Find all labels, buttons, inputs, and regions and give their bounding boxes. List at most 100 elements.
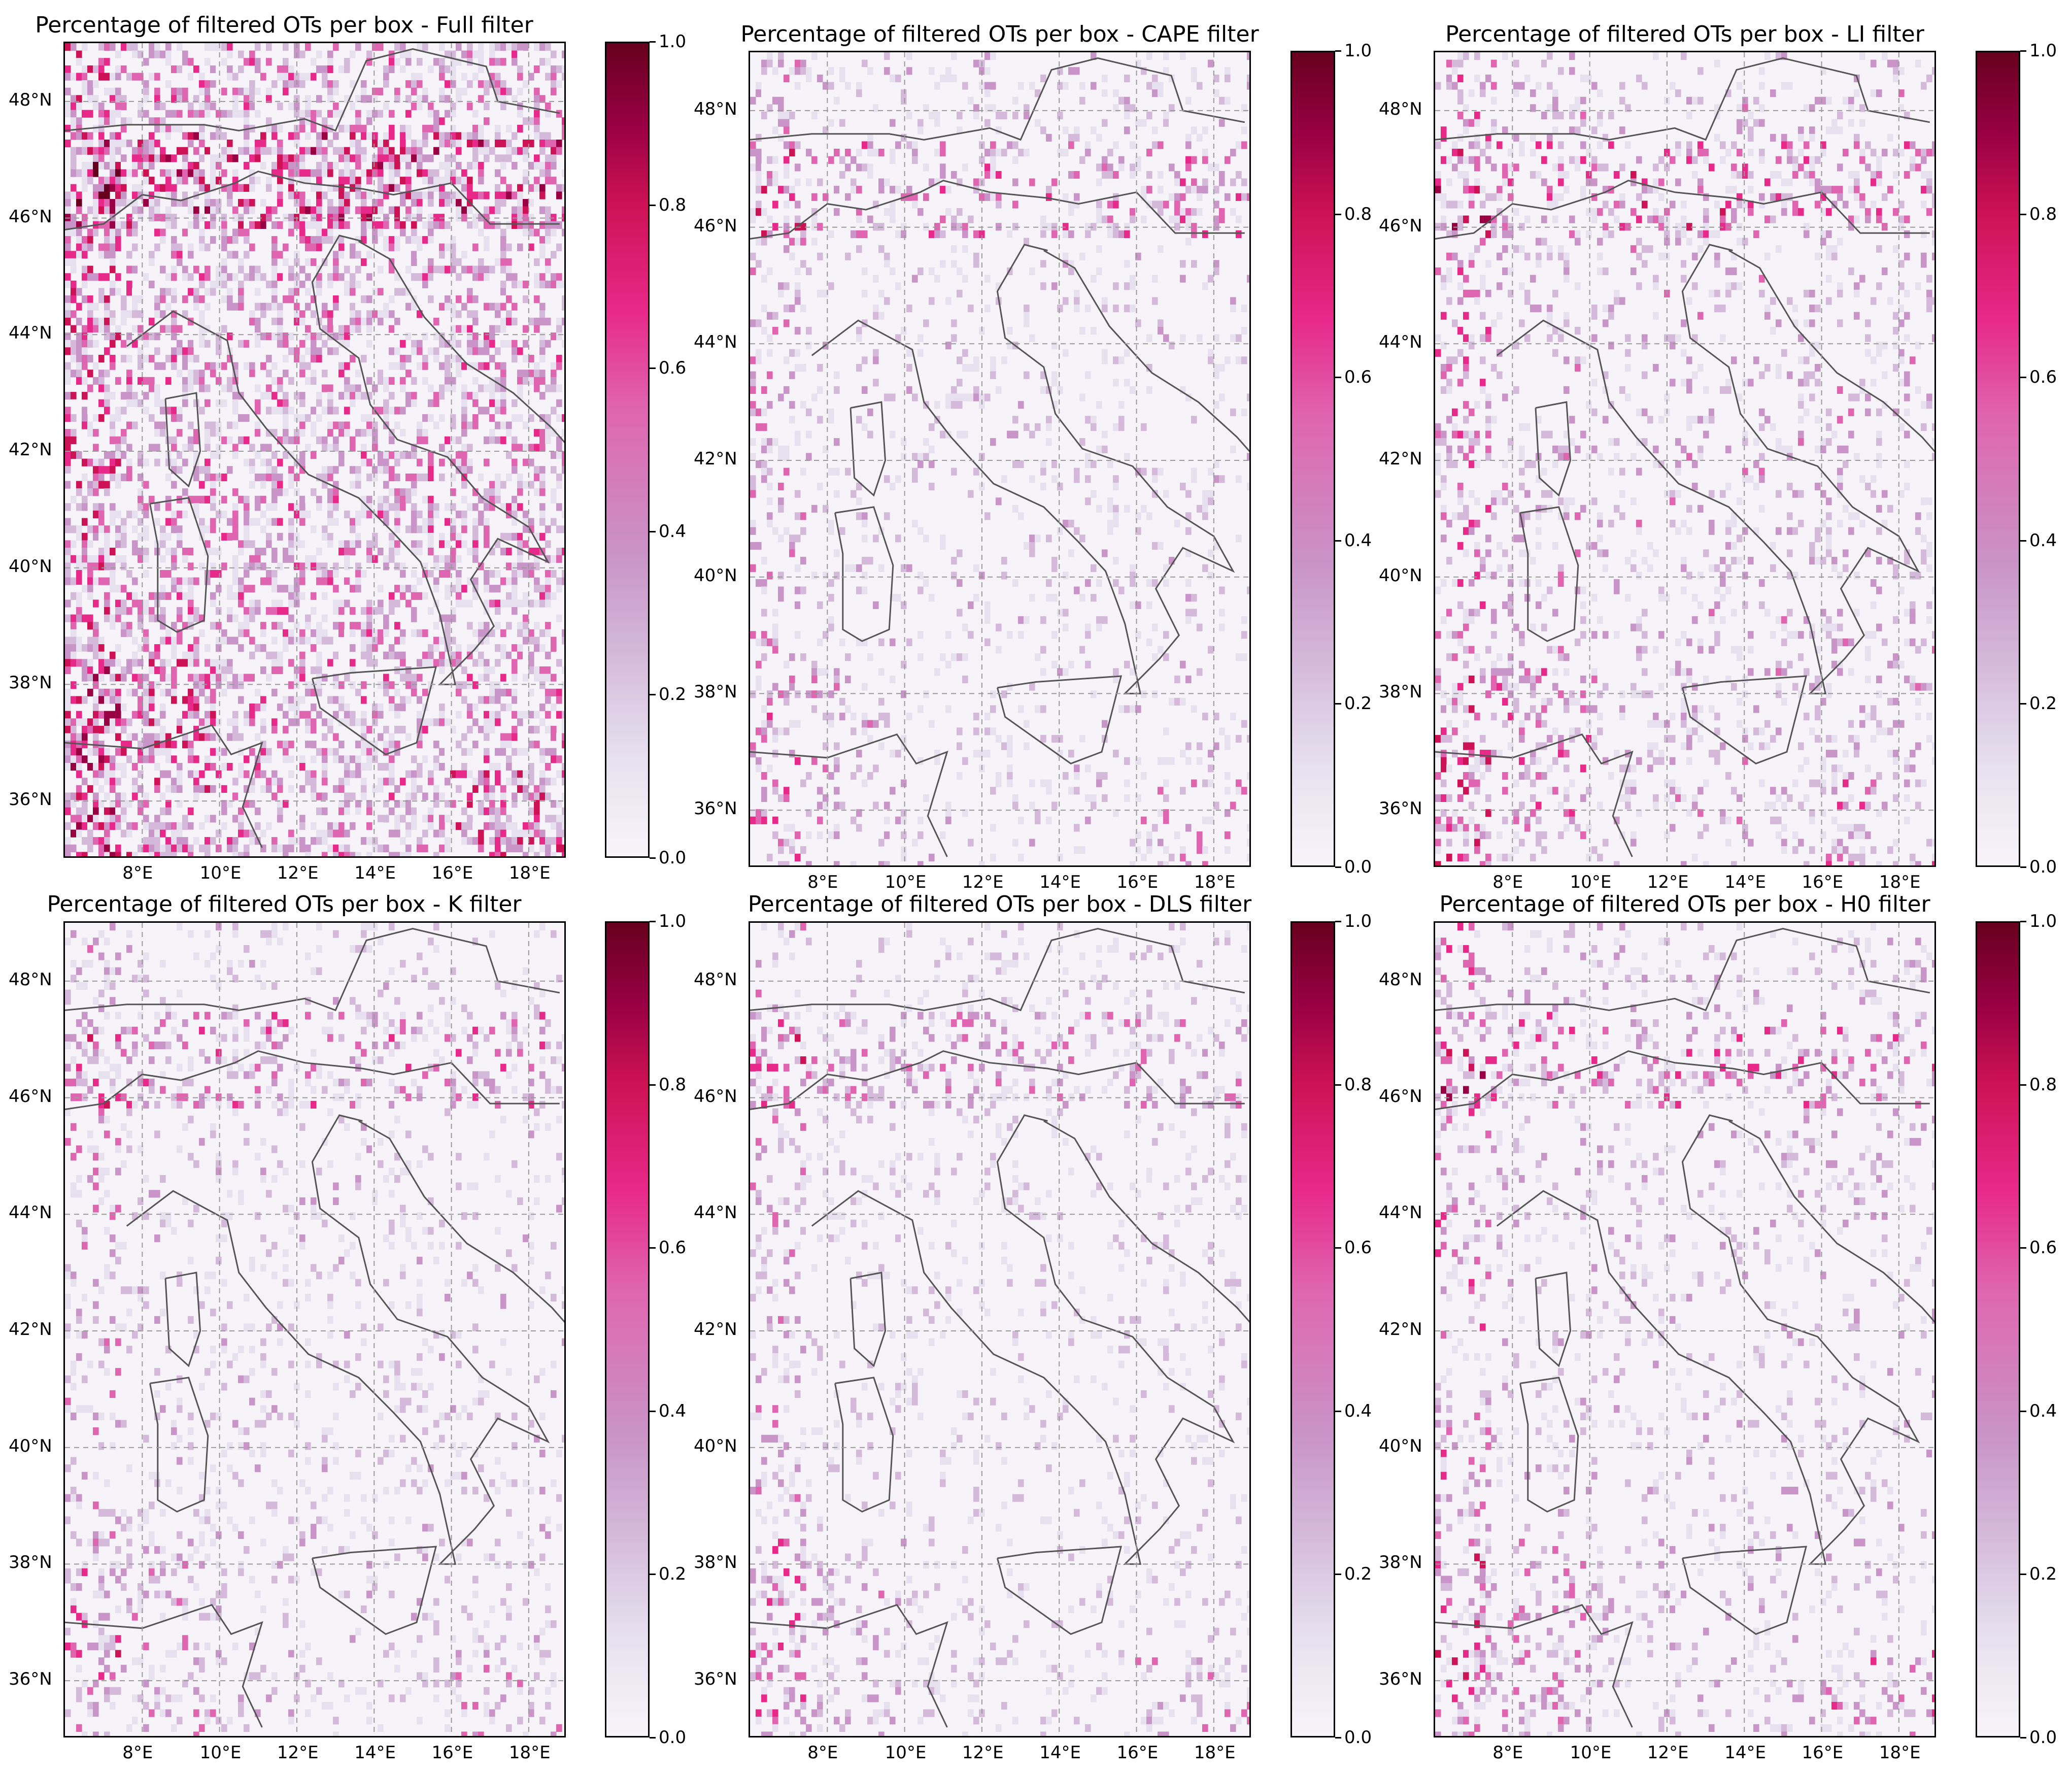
heat-cell bbox=[539, 718, 546, 726]
heat-cell bbox=[210, 696, 216, 704]
heat-cell bbox=[316, 147, 322, 155]
heat-cell bbox=[338, 785, 345, 793]
heat-cell bbox=[65, 451, 71, 459]
heat-cell bbox=[450, 191, 456, 199]
heat-cell bbox=[249, 377, 255, 385]
heat-cell bbox=[433, 392, 439, 400]
heat-cell bbox=[160, 741, 166, 749]
heat-cell bbox=[512, 43, 518, 51]
heat-cell bbox=[132, 295, 138, 304]
heat-cell bbox=[545, 177, 551, 185]
heat-cell bbox=[344, 800, 350, 808]
heat-cell bbox=[238, 65, 244, 74]
heat-cell bbox=[478, 407, 484, 415]
heat-cell bbox=[506, 822, 512, 830]
heat-cell bbox=[311, 221, 317, 229]
heat-cell bbox=[76, 273, 82, 281]
heat-cell bbox=[484, 599, 490, 608]
heat-cell bbox=[199, 340, 205, 348]
heat-cell bbox=[87, 458, 93, 466]
heat-cell bbox=[221, 473, 227, 482]
heat-cell bbox=[193, 704, 199, 712]
heat-cell bbox=[115, 184, 121, 192]
heat-cell bbox=[862, 67, 868, 75]
heat-cell bbox=[277, 488, 283, 496]
heat-cell bbox=[422, 844, 428, 852]
heat-cell bbox=[244, 562, 250, 571]
heat-cell bbox=[795, 59, 801, 68]
heat-cell bbox=[244, 228, 250, 237]
heat-cell bbox=[338, 807, 345, 815]
heat-cell bbox=[182, 310, 188, 318]
heat-cell bbox=[305, 73, 311, 81]
heat-cell bbox=[177, 540, 183, 548]
heat-cell bbox=[534, 102, 540, 111]
heat-cell bbox=[856, 82, 862, 90]
heat-cell bbox=[210, 599, 216, 608]
heat-cell bbox=[76, 221, 82, 229]
heat-cell bbox=[355, 392, 361, 400]
heat-cell bbox=[500, 592, 506, 600]
heat-cell bbox=[115, 221, 121, 229]
heat-cell bbox=[450, 251, 456, 259]
heat-cell bbox=[104, 228, 110, 237]
heat-cell bbox=[104, 140, 110, 148]
heat-cell bbox=[1102, 96, 1108, 105]
heat-cell bbox=[110, 622, 116, 630]
heat-cell bbox=[110, 228, 116, 237]
heat-cell bbox=[171, 191, 177, 199]
heat-cell bbox=[143, 87, 149, 95]
heat-cell bbox=[260, 696, 266, 704]
heat-cell bbox=[98, 837, 105, 845]
heat-cell bbox=[221, 280, 227, 288]
heat-cell bbox=[98, 199, 105, 207]
heat-cell bbox=[400, 562, 406, 571]
heat-cell bbox=[93, 577, 99, 585]
heat-cell bbox=[556, 733, 562, 741]
heat-cell bbox=[255, 644, 261, 652]
heat-cell bbox=[93, 377, 99, 385]
heat-cell bbox=[188, 444, 194, 452]
heat-cell bbox=[472, 221, 479, 229]
heat-cell bbox=[1225, 74, 1231, 83]
heat-cell bbox=[305, 844, 311, 852]
heat-cell bbox=[76, 362, 82, 370]
heat-cell bbox=[93, 414, 99, 422]
heat-cell bbox=[338, 548, 345, 556]
heat-cell bbox=[394, 637, 400, 645]
heat-cell bbox=[143, 674, 149, 682]
heat-cell bbox=[65, 243, 71, 251]
heat-cell bbox=[355, 585, 361, 593]
heat-cell bbox=[539, 280, 546, 288]
heat-cell bbox=[350, 540, 356, 548]
heat-cell bbox=[1091, 52, 1097, 60]
heat-cell bbox=[149, 822, 155, 830]
heat-cell bbox=[350, 755, 356, 763]
heat-cell bbox=[1135, 59, 1141, 68]
heat-cell bbox=[255, 177, 261, 185]
heat-cell bbox=[350, 577, 356, 585]
heat-cell bbox=[417, 733, 423, 741]
heat-cell bbox=[450, 243, 456, 251]
heat-cell bbox=[528, 837, 534, 845]
heat-cell bbox=[316, 659, 322, 667]
heat-cell bbox=[405, 303, 412, 311]
heat-cell bbox=[221, 273, 227, 281]
heat-cell bbox=[171, 562, 177, 571]
heat-cell bbox=[512, 577, 518, 585]
heat-cell bbox=[182, 50, 188, 58]
heat-cell bbox=[422, 629, 428, 637]
heat-cell bbox=[255, 317, 261, 326]
heat-cell bbox=[283, 555, 289, 563]
heat-cell bbox=[87, 110, 93, 118]
heat-cell bbox=[422, 585, 428, 593]
heat-cell bbox=[188, 644, 194, 652]
heat-cell bbox=[93, 837, 99, 845]
heat-cell bbox=[456, 132, 462, 140]
heat-cell bbox=[361, 718, 367, 726]
heat-cell bbox=[478, 495, 484, 504]
heat-cell bbox=[456, 58, 462, 66]
heat-cell bbox=[500, 280, 506, 288]
heat-cell bbox=[288, 763, 294, 771]
lon-tick-label: 12°E bbox=[277, 863, 319, 883]
